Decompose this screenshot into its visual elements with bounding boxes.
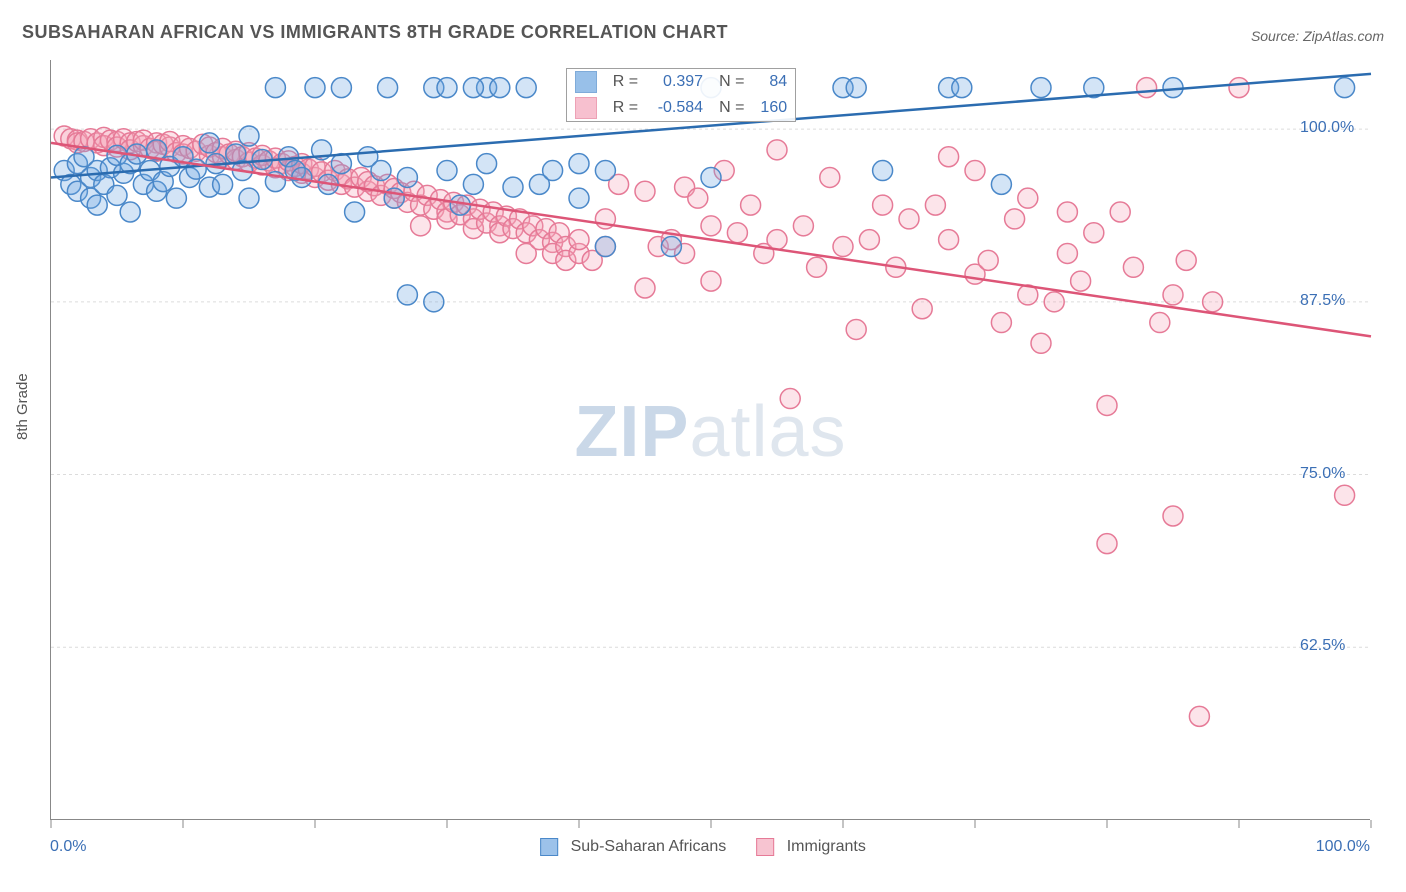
legend-swatch-icon (575, 71, 597, 93)
legend-label: Sub-Saharan Africans (571, 838, 727, 855)
legend-item-immigrants: Immigrants (756, 838, 866, 856)
y-tick-label: 62.5% (1300, 637, 1345, 655)
y-tick-label: 75.0% (1300, 465, 1345, 483)
legend-label: Immigrants (787, 838, 866, 855)
x-tick-100: 100.0% (1316, 838, 1370, 856)
plot-svg (51, 60, 1371, 820)
chart-source: Source: ZipAtlas.com (1251, 28, 1384, 44)
y-tick-label: 100.0% (1300, 119, 1354, 137)
legend-swatch-icon (756, 838, 774, 856)
stat-legend: R = 0.397N = 84R =-0.584N =160 (566, 68, 796, 122)
y-tick-label: 87.5% (1300, 292, 1345, 310)
chart-title: SUBSAHARAN AFRICAN VS IMMIGRANTS 8TH GRA… (22, 22, 728, 43)
legend-swatch-icon (540, 838, 558, 856)
chart-container: SUBSAHARAN AFRICAN VS IMMIGRANTS 8TH GRA… (0, 0, 1406, 892)
x-tick-0: 0.0% (50, 838, 86, 856)
y-axis-label: 8th Grade (14, 373, 31, 440)
legend-swatch-icon (575, 97, 597, 119)
plot-area: ZIPatlas R = 0.397N = 84R =-0.584N =160 (50, 60, 1370, 820)
legend-item-subsaharan: Sub-Saharan Africans (540, 838, 726, 856)
bottom-legend: Sub-Saharan Africans Immigrants (540, 838, 866, 856)
